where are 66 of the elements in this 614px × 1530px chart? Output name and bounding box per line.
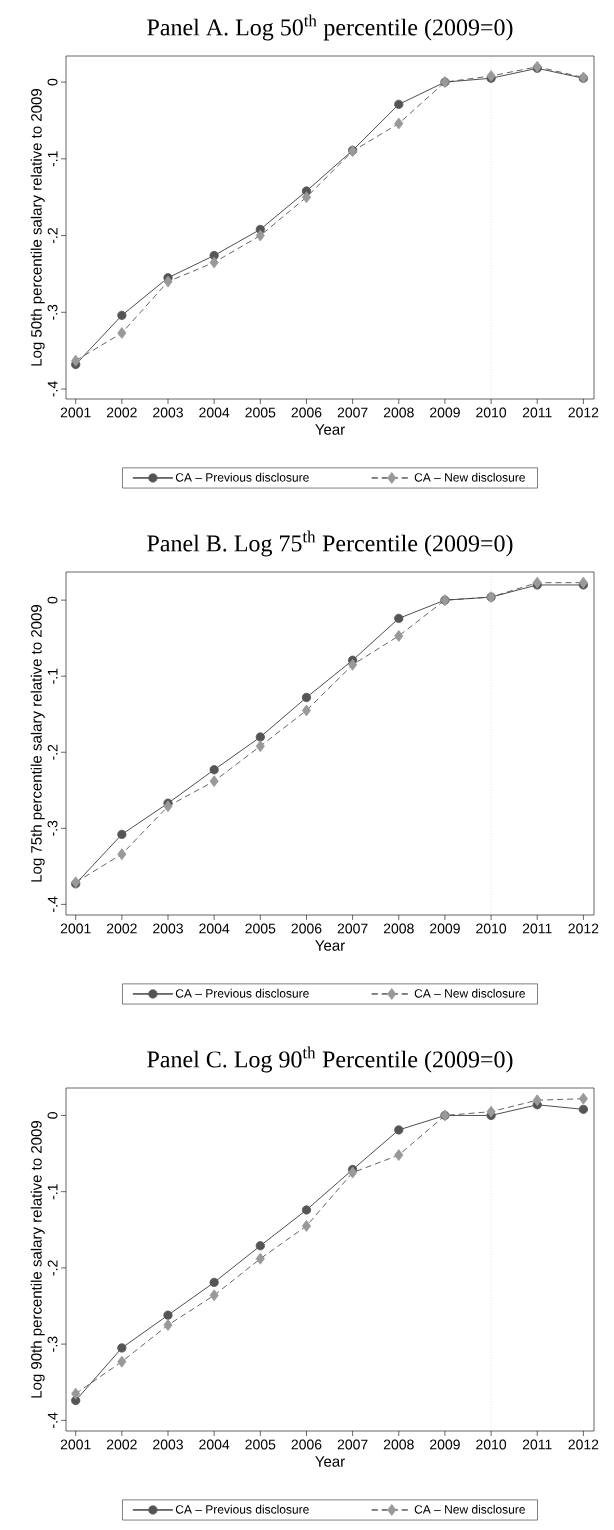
x-tick-label: 2010 (476, 923, 507, 934)
y-tick-label: -.4 (47, 896, 58, 912)
x-tick-label: 2011 (522, 923, 552, 934)
x-tick-label: 2007 (337, 1439, 368, 1450)
x-tick-label: 2008 (383, 1439, 414, 1450)
y-tick-label: -.2 (47, 228, 58, 244)
x-tick-label: 2005 (245, 923, 276, 934)
legend-label: CA – New disclosure (414, 988, 525, 998)
x-tick-label: 2009 (430, 923, 460, 934)
x-tick-label: 2012 (568, 1439, 599, 1450)
x-tick-label: 2008 (383, 923, 414, 934)
x-axis-title: Year (315, 424, 345, 435)
x-tick-label: 2007 (337, 407, 368, 418)
y-tick-label: 0 (47, 78, 58, 86)
legend-label: CA – Previous disclosure (175, 988, 309, 998)
x-tick-label: 2002 (106, 1439, 137, 1450)
y-axis-title: Log 75th percentile salary relative to 2009 (30, 605, 45, 882)
x-tick-label: 2010 (476, 407, 507, 418)
x-axis-title: Year (315, 1456, 345, 1467)
y-axis-title: Log 90th percentile salary relative to 2009 (30, 1121, 45, 1398)
x-tick-label: 2009 (430, 1439, 460, 1450)
y-tick-label: -.1 (47, 1184, 58, 1200)
x-tick-label: 2012 (568, 407, 599, 418)
x-tick-label: 2004 (199, 1439, 230, 1450)
legend-label: CA – Previous disclosure (175, 1504, 309, 1514)
x-tick-label: 2004 (199, 407, 230, 418)
y-tick-label: -.3 (47, 820, 58, 836)
x-tick-label: 2002 (106, 407, 137, 418)
y-axis-title: Log 50th percentile salary relative to 2009 (30, 89, 45, 366)
chart-title: Panel B. Log 75$^{th}$ Percentile (2009=0) (147, 530, 513, 557)
x-tick-label: 2005 (245, 1439, 276, 1450)
x-tick-label: 2011 (522, 407, 552, 418)
x-tick-label: 2003 (153, 923, 183, 934)
y-tick-label: -.2 (47, 744, 58, 760)
x-tick-label: 2006 (291, 923, 322, 934)
x-tick-label: 2006 (291, 1439, 322, 1450)
x-tick-label: 2011 (522, 1439, 552, 1450)
y-tick-label: -.1 (47, 668, 58, 684)
legend-label: CA – New disclosure (414, 1504, 525, 1514)
y-tick-label: 0 (47, 596, 58, 604)
x-tick-label: 2001 (60, 923, 91, 934)
y-tick-label: -.4 (47, 381, 58, 397)
x-tick-label: 2008 (383, 407, 414, 418)
y-tick-label: -.1 (47, 151, 58, 167)
x-tick-label: 2001 (60, 1439, 91, 1450)
chart-title: Panel A. Log 50$^{th}$ percentile (2009=0) (147, 14, 513, 41)
x-tick-label: 2005 (245, 407, 276, 418)
x-tick-label: 2001 (60, 407, 91, 418)
y-tick-label: -.4 (47, 1412, 58, 1428)
y-tick-label: -.3 (47, 1336, 58, 1352)
x-tick-label: 2003 (153, 407, 183, 418)
y-tick-label: -.2 (47, 1260, 58, 1276)
x-tick-label: 2003 (153, 1439, 183, 1450)
x-tick-label: 2006 (291, 407, 322, 418)
x-tick-label: 2010 (476, 1439, 507, 1450)
x-tick-label: 2002 (106, 923, 137, 934)
x-tick-label: 2007 (337, 923, 368, 934)
x-tick-label: 2009 (430, 407, 460, 418)
x-axis-title: Year (315, 940, 345, 951)
y-tick-label: 0 (47, 1112, 58, 1119)
x-tick-label: 2012 (568, 923, 599, 934)
x-tick-label: 2004 (199, 923, 230, 934)
chart-title: Panel C. Log 90$^{th}$ Percentile (2009=0) (147, 1046, 513, 1073)
y-tick-label: -.3 (47, 304, 58, 320)
legend-label: CA – New disclosure (414, 472, 525, 482)
legend-label: CA – Previous disclosure (175, 472, 309, 482)
